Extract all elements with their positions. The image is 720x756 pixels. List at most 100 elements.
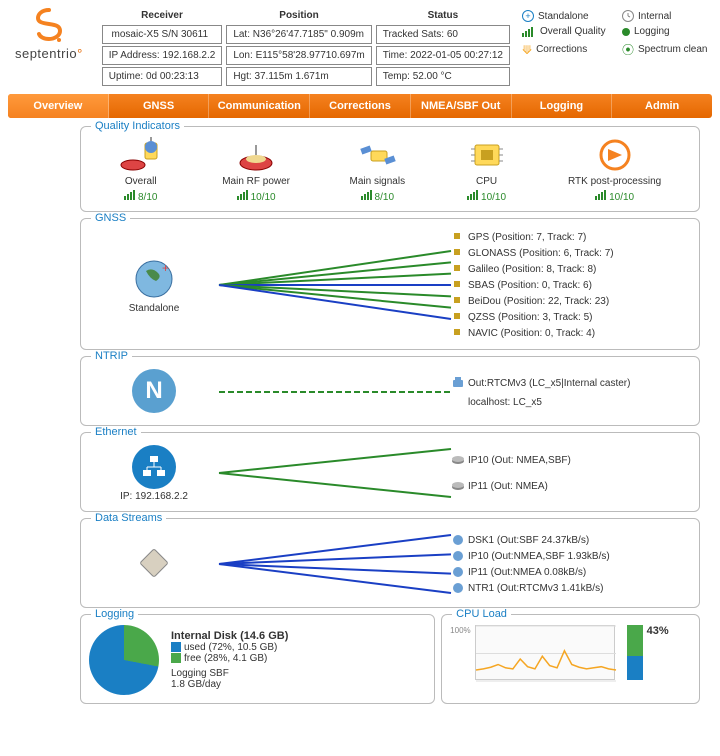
disk-title: Internal Disk (14.6 GB) — [171, 630, 288, 642]
ntrip-out: Out:RTCMv3 (LC_x5|Internal caster) local… — [451, 375, 691, 409]
ntrip-line — [219, 372, 451, 412]
ethernet-output: IP10 (Out: NMEA,SBF) — [451, 447, 691, 473]
gnss-system: QZSS (Position: 3, Track: 5) — [451, 309, 691, 325]
info-receiver-header: Receiver — [102, 8, 223, 23]
svg-text:+: + — [162, 261, 169, 275]
qi-score: 10/10 — [595, 190, 634, 203]
nav-communication[interactable]: Communication — [209, 94, 310, 118]
status-legend: +StandaloneInternalOverall QualityLoggin… — [522, 8, 712, 60]
nav-gnss[interactable]: GNSS — [109, 94, 210, 118]
qi-score: 10/10 — [237, 190, 276, 203]
bottom-panels: Logging Internal Disk (14.6 GB) used (72… — [80, 614, 700, 710]
legend-item: +Standalone — [522, 10, 612, 22]
info-position-header: Position — [226, 8, 371, 23]
gnss-system: SBAS (Position: 0, Track: 6) — [451, 277, 691, 293]
ntrip-icon: N — [132, 369, 176, 413]
quality-item[interactable]: Main RF power 10/10 — [222, 137, 290, 203]
quality-item[interactable]: Overall8/10 — [119, 137, 163, 203]
used-swatch — [171, 642, 181, 652]
info-status: Status Tracked Sats: 60 Time: 2022-01-05… — [376, 8, 510, 86]
datastream-item: NTR1 (Out:RTCMv3 1.41kB/s) — [451, 580, 691, 596]
disk-info: Internal Disk (14.6 GB) used (72%, 10.5 … — [171, 630, 288, 690]
brand-label: septentrio — [15, 46, 77, 61]
brand-text: septentrio° — [15, 46, 83, 61]
panel-quality: Quality Indicators Overall8/10Main RF po… — [80, 126, 700, 212]
info-status-header: Status — [376, 8, 510, 23]
free-label: free (28%, 4.1 GB) — [184, 653, 267, 664]
free-swatch — [171, 653, 181, 663]
panel-title: NTRIP — [91, 350, 132, 362]
chip-icon — [132, 541, 176, 585]
gnss-system: Galileo (Position: 8, Track: 8) — [451, 261, 691, 277]
logging-status: Logging SBF — [171, 668, 288, 679]
datastream-item: IP10 (Out:NMEA,SBF 1.93kB/s) — [451, 548, 691, 564]
legend-item: Overall Quality — [522, 26, 612, 37]
gnss-system: GPS (Position: 7, Track: 7) — [451, 229, 691, 245]
qi-name: Main signals — [349, 176, 405, 187]
header: septentrio° Receiver mosaic-X5 S/N 30611… — [0, 0, 720, 90]
quality-row: Overall8/10 Main RF power 10/10 Main signal… — [89, 137, 691, 203]
used-label: used (72%, 10.5 GB) — [184, 642, 277, 653]
ethernet-lines — [219, 443, 451, 503]
nav-admin[interactable]: Admin — [612, 94, 712, 118]
info-position: Position Lat: N36°26'47.7185" 0.909m Lon… — [226, 8, 371, 86]
cpu-pct-label: 43% — [647, 625, 669, 637]
qi-icon — [465, 137, 509, 173]
nav-overview[interactable]: Overview — [8, 94, 109, 118]
info-cell: Lat: N36°26'47.7185" 0.909m — [226, 25, 371, 44]
network-icon — [132, 445, 176, 489]
qi-score: 8/10 — [361, 190, 394, 203]
datastream-item: IP11 (Out:NMEA 0.08kB/s) — [451, 564, 691, 580]
ntrip-host-label: localhost: LC_x5 — [468, 397, 542, 408]
panel-ethernet: Ethernet IP: 192.168.2.2 IP10 (Out: NMEA… — [80, 432, 700, 512]
qi-icon — [234, 137, 278, 173]
qi-score: 10/10 — [467, 190, 506, 203]
quality-item[interactable]: RTK post-processing 10/10 — [568, 137, 661, 203]
gnss-flow: + Standalone GPS (Position: 7, Track: 7)… — [89, 229, 691, 341]
panel-title: Data Streams — [91, 512, 166, 524]
panel-title: Quality Indicators — [91, 120, 184, 132]
info-cell: IP Address: 192.168.2.2 — [102, 46, 223, 65]
qi-icon — [119, 137, 163, 173]
disk-pie-chart — [89, 625, 159, 695]
ntrip-flow: N Out:RTCMv3 (LC_x5|Internal caster) loc… — [89, 367, 691, 417]
cpu-bar — [627, 625, 643, 680]
panel-title: GNSS — [91, 212, 130, 224]
panel-ntrip: NTRIP N Out:RTCMv3 (LC_x5|Internal caste… — [80, 356, 700, 426]
gnss-lines — [219, 245, 451, 325]
info-cell: Temp: 52.00 °C — [376, 67, 510, 86]
info-cell: Tracked Sats: 60 — [376, 25, 510, 44]
panel-logging: Logging Internal Disk (14.6 GB) used (72… — [80, 614, 435, 704]
datastreams-source — [89, 541, 219, 587]
qi-name: Main RF power — [222, 176, 290, 187]
info-cell: Hgt: 37.115m 1.671m — [226, 67, 371, 86]
gnss-system: GLONASS (Position: 6, Track: 7) — [451, 245, 691, 261]
ethernet-output: IP11 (Out: NMEA) — [451, 473, 691, 499]
datastreams-list: DSK1 (Out:SBF 24.37kB/s)IP10 (Out:NMEA,S… — [451, 532, 691, 596]
qi-name: RTK post-processing — [568, 176, 661, 187]
gnss-system: NAVIC (Position: 0, Track: 4) — [451, 325, 691, 341]
panel-gnss: GNSS + Standalone GPS (Position: 7, Trac… — [80, 218, 700, 350]
panel-cpu: CPU Load 100% 43% — [441, 614, 700, 704]
nav-logging[interactable]: Logging — [512, 94, 613, 118]
qi-icon — [355, 137, 399, 173]
legend-item: Internal — [622, 10, 712, 22]
nav-corrections[interactable]: Corrections — [310, 94, 411, 118]
quality-item[interactable]: Main signals 8/10 — [349, 137, 405, 203]
brand-icon — [34, 8, 64, 44]
info-cell: Lon: E115°58'28.97710.697m — [226, 46, 371, 65]
content: Quality Indicators Overall8/10Main RF po… — [0, 126, 720, 720]
info-cell: Uptime: 0d 00:23:13 — [102, 67, 223, 86]
info-receiver: Receiver mosaic-X5 S/N 30611 IP Address:… — [102, 8, 223, 86]
gnss-mode: + Standalone — [89, 257, 219, 314]
nav-nmea-sbf-out[interactable]: NMEA/SBF Out — [411, 94, 512, 118]
quality-item[interactable]: CPU10/10 — [465, 137, 509, 203]
panel-title: Logging — [91, 608, 138, 620]
datastream-item: DSK1 (Out:SBF 24.37kB/s) — [451, 532, 691, 548]
datastreams-flow: DSK1 (Out:SBF 24.37kB/s)IP10 (Out:NMEA,S… — [89, 529, 691, 599]
info-cell: Time: 2022-01-05 00:27:12 — [376, 46, 510, 65]
legend-item: ⦿Spectrum clean — [622, 41, 712, 58]
gnss-system: BeiDou (Position: 22, Track: 23) — [451, 293, 691, 309]
ethernet-source: IP: 192.168.2.2 — [89, 445, 219, 502]
globe-icon: + — [132, 257, 176, 301]
